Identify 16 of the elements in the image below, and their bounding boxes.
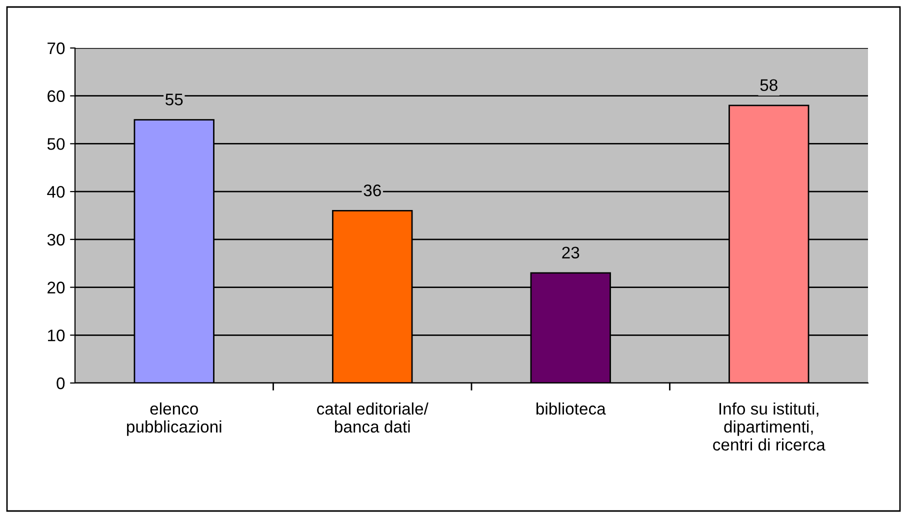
- x-tick-label: Info su istituti, dipartimenti, centri di ricerca: [713, 402, 826, 451]
- y-tick-label: 70: [48, 42, 65, 54]
- data-label: 23: [562, 246, 580, 259]
- y-tick-label: 30: [47, 234, 65, 246]
- x-tick-label: biblioteca: [536, 402, 606, 415]
- y-tick-label: 10: [48, 330, 65, 342]
- data-label: 58: [760, 79, 778, 92]
- x-tick-label: catal editoriale/ banca dati: [317, 402, 428, 433]
- y-tick-label: 50: [47, 138, 65, 150]
- y-tick-label: 0: [56, 377, 65, 390]
- data-label: 36: [364, 184, 381, 196]
- y-tick-label: 20: [48, 282, 65, 294]
- y-tick-label: 60: [48, 90, 65, 102]
- x-tick-label: elenco pubblicazioni: [127, 402, 222, 436]
- data-label: 55: [166, 94, 183, 106]
- y-tick-label: 40: [47, 186, 65, 198]
